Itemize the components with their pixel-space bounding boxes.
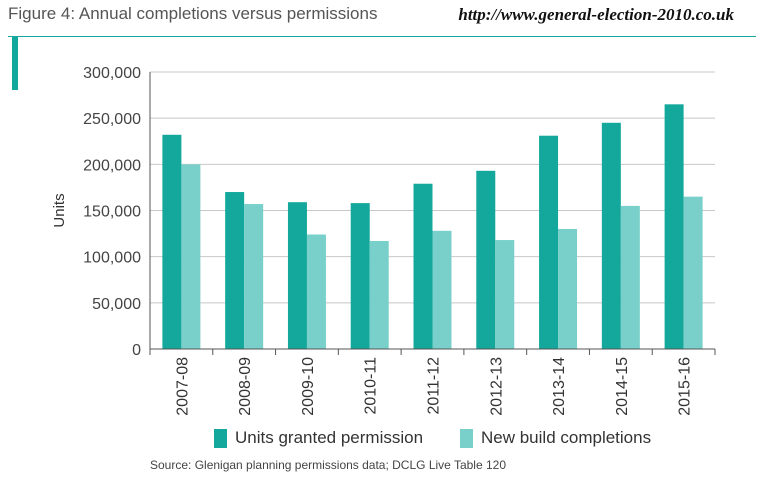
accent-bar <box>12 37 18 90</box>
y-tick-label: 50,000 <box>92 296 141 313</box>
legend-label-permission: Units granted permission <box>235 428 424 447</box>
bar-permission-2009-10 <box>287 202 307 349</box>
x-tick-label: 2007-08 <box>174 357 191 416</box>
legend-label-completion: New build completions <box>481 428 652 447</box>
x-tick-label: 2015-16 <box>677 357 694 416</box>
bar-completion-2011-12 <box>432 230 452 349</box>
y-tick-label: 100,000 <box>83 250 141 267</box>
x-tick-label: 2010-11 <box>363 357 380 415</box>
bar-completion-2012-13 <box>495 240 515 349</box>
bar-completion-2007-08 <box>181 164 201 349</box>
bar-completion-2010-11 <box>369 240 389 349</box>
x-tick-label: 2011-12 <box>426 357 443 415</box>
x-tick-label: 2012-13 <box>488 357 505 416</box>
chart-legend: Units granted permission New build compl… <box>0 428 768 452</box>
y-tick-label: 0 <box>132 342 141 359</box>
bar-permission-2014-15 <box>601 122 621 350</box>
y-tick-label: 300,000 <box>83 65 141 82</box>
y-tick-label: 250,000 <box>83 111 141 128</box>
y-axis-title: Units <box>51 193 68 227</box>
source-note: Source: Glenigan planning permissions da… <box>150 458 506 472</box>
bar-permission-2012-13 <box>476 170 496 349</box>
bar-permission-2011-12 <box>413 183 433 349</box>
x-tick-label: 2014-15 <box>614 357 631 416</box>
bar-completion-2013-14 <box>558 228 578 349</box>
legend-swatch-permission <box>214 428 227 448</box>
bar-completion-2008-09 <box>244 204 264 349</box>
y-tick-label: 200,000 <box>83 157 141 174</box>
source-url-watermark: http://www.general-election-2010.co.uk <box>458 5 734 24</box>
bar-permission-2015-16 <box>664 104 684 349</box>
bar-chart: 0 50,000 100,000 150,000 200,000 250,000 300,0… <box>51 65 716 416</box>
x-tick-label: 2013-14 <box>551 357 568 416</box>
figure-title: Figure 4: Annual completions versus perm… <box>8 4 378 23</box>
bar-completion-2009-10 <box>306 234 326 349</box>
bar-completion-2015-16 <box>683 196 703 349</box>
bar-permission-2007-08 <box>162 134 182 349</box>
bar-permission-2010-11 <box>350 203 370 349</box>
bar-permission-2008-09 <box>225 192 245 349</box>
x-tick-label: 2008-09 <box>237 357 254 416</box>
x-tick-label: 2009-10 <box>300 357 317 416</box>
legend-swatch-completion <box>460 428 473 448</box>
bar-permission-2013-14 <box>539 135 559 349</box>
legend-item-permission: Units granted permission <box>214 428 423 448</box>
legend-item-completion: New build completions <box>460 428 651 448</box>
header-divider <box>8 36 756 37</box>
bar-completion-2014-15 <box>620 205 640 349</box>
y-tick-label: 150,000 <box>83 204 141 221</box>
